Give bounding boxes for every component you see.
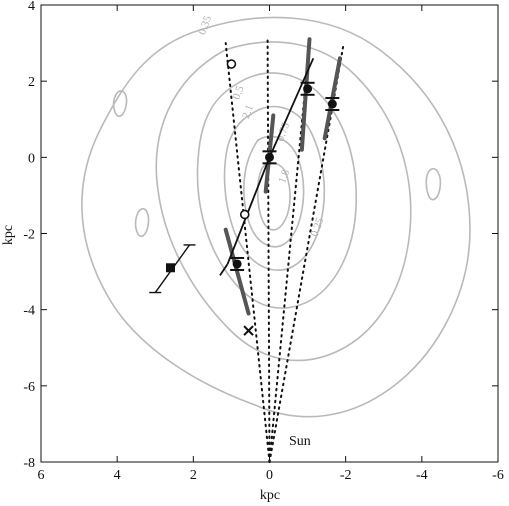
density-contours bbox=[81, 16, 471, 418]
contour-blob-right bbox=[425, 168, 442, 201]
y-tick-label: -6 bbox=[23, 380, 35, 395]
y-tick-label: -2 bbox=[23, 228, 35, 243]
sun-label: Sun bbox=[289, 434, 311, 449]
contour-inner bbox=[256, 162, 291, 231]
square-point bbox=[165, 263, 175, 273]
filled-point bbox=[327, 99, 337, 109]
x-tick-label: 0 bbox=[266, 468, 273, 483]
sightline bbox=[266, 38, 271, 463]
sightline bbox=[268, 42, 311, 463]
x-tick-label: -4 bbox=[416, 468, 428, 483]
contour-label: 0.5 bbox=[231, 84, 247, 101]
x-axis-ticks: 6 4 2 0 -2 -4 -6 bbox=[38, 5, 504, 483]
contour-3 bbox=[196, 72, 358, 309]
contour-2 bbox=[155, 41, 412, 362]
open-point bbox=[226, 59, 237, 69]
x-tick-label: 2 bbox=[190, 468, 197, 483]
gray-bar bbox=[223, 227, 251, 316]
y-tick-label: -8 bbox=[23, 456, 35, 471]
open-point bbox=[239, 209, 250, 220]
contour-5 bbox=[243, 135, 305, 248]
y-axis-ticks: 4 2 0 -2 -4 -6 -8 bbox=[23, 0, 498, 471]
y-axis-label: kpc bbox=[1, 225, 16, 245]
x-tick-label: 4 bbox=[114, 468, 121, 483]
contour-label: 2.1 bbox=[240, 103, 256, 120]
contour-4 bbox=[223, 105, 326, 271]
y-tick-label: -4 bbox=[23, 304, 35, 319]
contour-outer bbox=[81, 16, 471, 418]
x-axis-label: kpc bbox=[260, 488, 280, 503]
x-tick-label: -2 bbox=[340, 468, 352, 483]
filled-point bbox=[265, 152, 274, 162]
contour-blob-left-low bbox=[134, 208, 150, 238]
y-tick-label: 2 bbox=[28, 75, 35, 90]
sightline bbox=[224, 42, 271, 463]
y-tick-label: 4 bbox=[28, 0, 35, 14]
filled-point bbox=[303, 84, 313, 94]
data-points bbox=[149, 59, 340, 336]
filled-point bbox=[232, 259, 242, 269]
y-tick-label: 0 bbox=[28, 151, 35, 166]
x-tick-label: 6 bbox=[38, 468, 45, 483]
contour-label: 1.8 bbox=[276, 168, 292, 185]
x-tick-label: -6 bbox=[492, 468, 504, 483]
cross-point bbox=[243, 325, 254, 336]
bar-fit-extension bbox=[219, 263, 229, 276]
contour-blob-left bbox=[112, 90, 128, 118]
